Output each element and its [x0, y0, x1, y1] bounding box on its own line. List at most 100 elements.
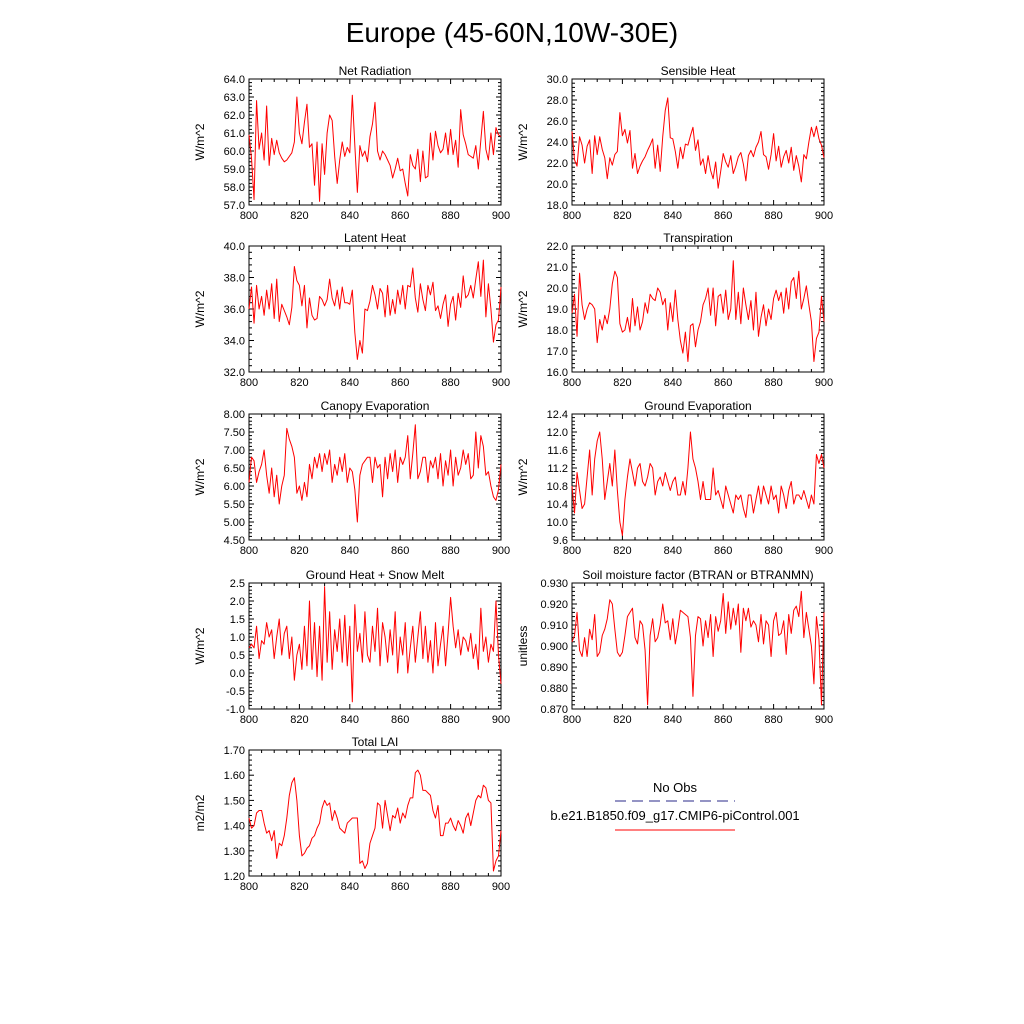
x-tick-label: 840	[664, 210, 682, 222]
x-tick-label: 820	[290, 377, 308, 389]
y-tick-label: 59.0	[224, 164, 245, 176]
x-tick-label: 840	[341, 881, 359, 893]
y-tick-label: 30.0	[547, 74, 568, 86]
y-tick-label: 7.00	[224, 445, 245, 457]
x-tick-label: 840	[664, 545, 682, 557]
y-tick-label: 1.30	[224, 846, 245, 858]
y-tick-label: 58.0	[224, 182, 245, 194]
y-axis-label: m2/m2	[193, 794, 207, 831]
x-tick-label: 820	[613, 210, 631, 222]
panel-5: Canopy Evaporation W/m^2 800 820 840 860 880 90…	[193, 399, 510, 557]
y-tick-label: 1.20	[224, 871, 245, 883]
panel-4: Transpiration W/m^2 800 820 840 860 880 900 16.0…	[516, 231, 833, 389]
y-tick-label: 1.0	[230, 632, 245, 644]
series-line	[571, 590, 825, 706]
y-tick-label: 6.50	[224, 463, 245, 475]
panel-3: Latent Heat W/m^2 800 820 840 860 880 900 32.0 34…	[193, 231, 510, 389]
y-tick-label: 21.0	[547, 262, 568, 274]
x-tick-label: 880	[764, 714, 782, 726]
y-tick-label: 26.0	[547, 116, 568, 128]
y-tick-label: 8.00	[224, 409, 245, 421]
y-axis-label: W/m^2	[193, 627, 207, 664]
y-tick-label: 0.5	[230, 650, 245, 662]
y-tick-label: 22.0	[547, 241, 568, 253]
y-tick-label: 1.60	[224, 770, 245, 782]
x-tick-label: 820	[290, 881, 308, 893]
y-tick-label: 28.0	[547, 95, 568, 107]
y-tick-label: 18.0	[547, 325, 568, 337]
x-tick-label: 800	[240, 377, 258, 389]
panel-title: Transpiration	[663, 231, 733, 245]
y-tick-label: 5.50	[224, 499, 245, 511]
y-tick-label: 16.0	[547, 367, 568, 379]
x-tick-label: 860	[391, 881, 409, 893]
x-tick-label: 800	[240, 545, 258, 557]
y-tick-label: 0.920	[540, 599, 568, 611]
y-tick-label: 20.0	[547, 283, 568, 295]
figure-title: Europe (45-60N,10W-30E)	[346, 17, 679, 48]
y-tick-label: 0.870	[540, 704, 568, 716]
y-tick-label: -0.5	[226, 686, 245, 698]
x-tick-label: 820	[290, 210, 308, 222]
x-tick-label: 820	[290, 714, 308, 726]
panel-9: Total LAI m2/m2 800 820 840 860 880 900 1.20 1.30…	[193, 735, 510, 893]
y-tick-label: 17.0	[547, 346, 568, 358]
panel-title: Ground Heat + Snow Melt	[306, 568, 445, 582]
x-tick-label: 900	[492, 210, 510, 222]
y-axis-label: unitless	[516, 626, 530, 667]
x-tick-label: 840	[341, 377, 359, 389]
x-tick-label: 840	[341, 714, 359, 726]
x-tick-label: 880	[764, 210, 782, 222]
x-tick-label: 840	[341, 545, 359, 557]
y-tick-label: 1.50	[224, 795, 245, 807]
y-tick-label: 6.00	[224, 481, 245, 493]
y-tick-label: 32.0	[224, 367, 245, 379]
y-tick-label: 24.0	[547, 137, 568, 149]
y-tick-label: 62.0	[224, 110, 245, 122]
x-tick-label: 880	[441, 210, 459, 222]
x-tick-label: 820	[613, 377, 631, 389]
y-tick-label: 4.50	[224, 535, 245, 547]
x-tick-label: 900	[815, 210, 833, 222]
y-tick-label: 61.0	[224, 128, 245, 140]
y-axis-label: W/m^2	[193, 458, 207, 495]
panel-title: Sensible Heat	[661, 64, 736, 78]
panel-7: Ground Heat + Snow Melt W/m^2 800 820 840 860…	[193, 568, 510, 726]
x-tick-label: 880	[441, 377, 459, 389]
panel-2: Sensible Heat W/m^2 800 820 840 860 880 900 18.0…	[516, 64, 833, 222]
y-tick-label: 7.50	[224, 427, 245, 439]
y-tick-label: 20.0	[547, 179, 568, 191]
plot-frame	[571, 413, 825, 541]
panel-title: Canopy Evaporation	[321, 399, 430, 413]
y-tick-label: 11.6	[547, 445, 568, 457]
y-tick-label: 5.00	[224, 517, 245, 529]
y-tick-label: 40.0	[224, 241, 245, 253]
legend-entry-no-obs: No Obs	[653, 780, 698, 795]
y-tick-label: 11.2	[547, 463, 568, 475]
y-tick-label: 10.8	[547, 481, 568, 493]
y-tick-label: 0.880	[540, 683, 568, 695]
panel-title: Net Radiation	[339, 64, 412, 78]
x-tick-label: 900	[492, 377, 510, 389]
x-tick-label: 860	[391, 377, 409, 389]
y-tick-label: 0.900	[540, 641, 568, 653]
panel-title: Total LAI	[352, 735, 399, 749]
plot-frame	[248, 245, 502, 373]
y-tick-label: 10.0	[547, 517, 568, 529]
y-tick-label: 9.6	[553, 535, 568, 547]
panel-title: Latent Heat	[344, 231, 407, 245]
x-tick-label: 900	[492, 714, 510, 726]
panel-1: Net Radiation W/m^2 800 820 840 860 880 900 57.0…	[193, 64, 510, 222]
y-tick-label: 1.5	[230, 614, 245, 626]
y-tick-label: 0.890	[540, 662, 568, 674]
y-axis-label: W/m^2	[516, 123, 530, 160]
y-tick-label: -1.0	[226, 704, 245, 716]
x-tick-label: 840	[664, 377, 682, 389]
y-tick-label: 18.0	[547, 200, 568, 212]
x-tick-label: 900	[815, 714, 833, 726]
x-tick-label: 900	[492, 545, 510, 557]
y-tick-label: 12.4	[547, 409, 568, 421]
plot-frame	[248, 749, 502, 877]
x-tick-label: 820	[613, 545, 631, 557]
